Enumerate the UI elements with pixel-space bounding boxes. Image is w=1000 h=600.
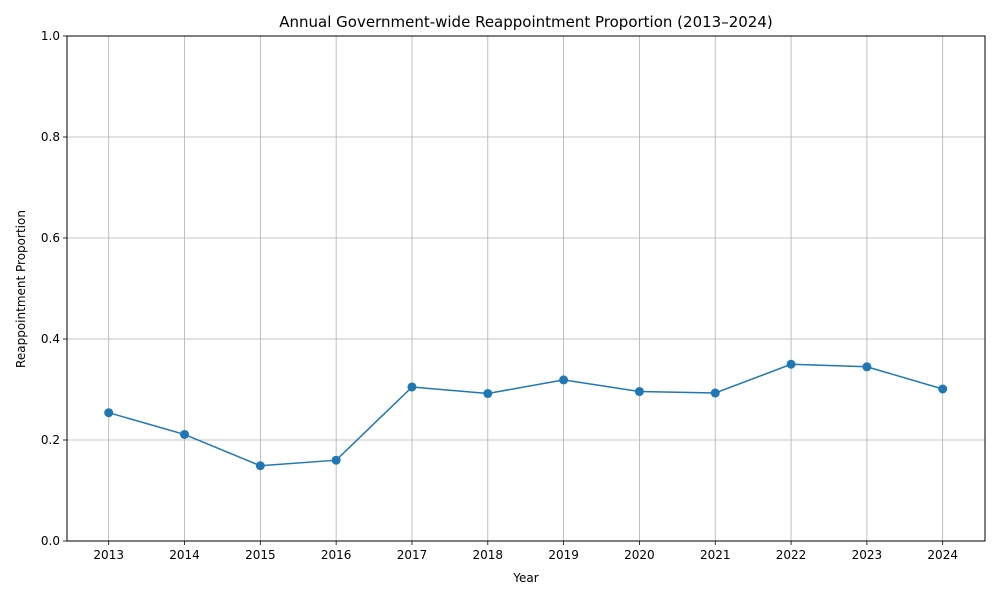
data-point <box>483 389 493 399</box>
x-tick-label: 2018 <box>473 548 504 562</box>
series-layer <box>104 359 948 471</box>
data-point <box>559 375 569 385</box>
data-point <box>938 384 948 394</box>
chart-title: Annual Government-wide Reappointment Pro… <box>279 13 772 31</box>
data-point <box>180 429 190 439</box>
data-point <box>862 362 872 372</box>
data-point <box>634 387 644 397</box>
y-tick-label: 0.0 <box>41 534 60 548</box>
data-point <box>786 359 796 369</box>
x-tick-label: 2022 <box>776 548 807 562</box>
x-tick-label: 2019 <box>548 548 579 562</box>
x-tick-label: 2024 <box>927 548 958 562</box>
y-tick-label: 0.4 <box>41 332 60 346</box>
y-axis-label: Reappointment Proportion <box>14 210 28 368</box>
data-point <box>331 455 341 465</box>
grid-lines <box>67 35 985 542</box>
data-point <box>710 388 720 398</box>
data-point <box>407 382 417 392</box>
series-line <box>108 363 943 467</box>
y-tick-label: 0.8 <box>41 130 60 144</box>
y-tick-label: 0.6 <box>41 231 60 245</box>
y-tick-label: 0.2 <box>41 433 60 447</box>
x-tick-label: 2014 <box>169 548 200 562</box>
x-tick-label: 2023 <box>852 548 883 562</box>
x-tick-label: 2013 <box>93 548 124 562</box>
x-tick-label: 2017 <box>397 548 428 562</box>
x-tick-label: 2015 <box>245 548 276 562</box>
x-axis-label: Year <box>512 571 538 585</box>
data-point <box>255 461 265 471</box>
axis-ticks: 2013 2014 2015 2016 2017 2018 2019 2020 2021 2022… <box>41 29 958 562</box>
x-tick-label: 2016 <box>321 548 352 562</box>
y-tick-label: 1.0 <box>41 29 60 43</box>
data-point <box>104 408 114 418</box>
x-tick-label: 2020 <box>624 548 655 562</box>
plot-frame <box>66 35 986 542</box>
x-tick-label: 2021 <box>700 548 731 562</box>
